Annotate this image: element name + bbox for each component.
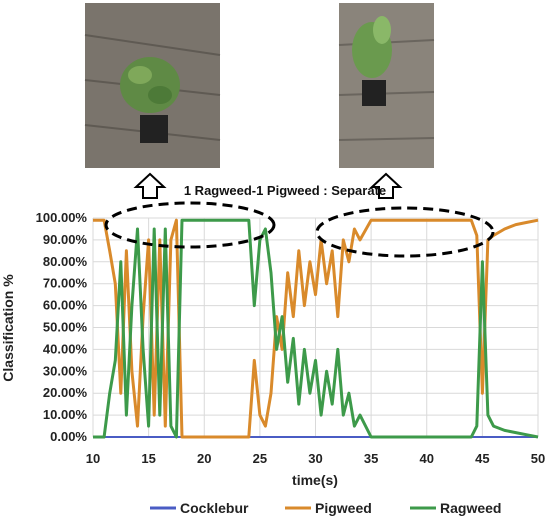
x-tick-label: 35 <box>364 451 378 466</box>
x-tick-label: 15 <box>141 451 155 466</box>
y-tick-label: 10.00% <box>43 407 88 422</box>
y-tick-label: 40.00% <box>43 341 88 356</box>
y-tick-label: 70.00% <box>43 276 88 291</box>
x-tick-label: 40 <box>420 451 434 466</box>
x-tick-labels: 10 15 20 25 30 35 40 45 50 <box>86 451 545 466</box>
y-tick-label: 30.00% <box>43 363 88 378</box>
y-tick-label: 90.00% <box>43 232 88 247</box>
y-axis-label: Classification % <box>0 274 16 382</box>
x-tick-label: 20 <box>197 451 211 466</box>
x-tick-label: 50 <box>531 451 545 466</box>
legend-label: Ragweed <box>440 500 501 516</box>
series-line-ragweed <box>93 218 539 439</box>
y-tick-label: 50.00% <box>43 320 88 335</box>
highlight-ellipse-left <box>104 201 276 249</box>
x-tick-label: 45 <box>475 451 489 466</box>
x-tick-label: 30 <box>308 451 322 466</box>
annotation-text: 1 Ragweed-1 Pigweed : Separate <box>184 183 386 198</box>
photo-right <box>338 3 435 168</box>
arrow-up-icon-left <box>133 172 167 199</box>
arrow-up-icon-right <box>369 172 403 199</box>
highlight-ellipse-right <box>315 206 495 258</box>
series-line-pigweed <box>93 218 539 439</box>
legend-label: Pigweed <box>315 500 372 516</box>
x-axis-label: time(s) <box>292 472 338 488</box>
x-tick-label: 10 <box>86 451 100 466</box>
y-tick-label: 60.00% <box>43 298 88 313</box>
y-tick-labels: 0.00% 10.00% 20.00% 30.00% 40.00% 50.00% 60.00… <box>36 210 88 444</box>
y-tick-label: 0.00% <box>50 429 87 444</box>
photo-left <box>84 3 221 168</box>
legend-label: Cocklebur <box>180 500 249 516</box>
legend: Cocklebur Pigweed Ragweed <box>150 500 501 516</box>
y-tick-label: 80.00% <box>43 254 88 269</box>
series-lines <box>93 218 539 439</box>
x-tick-label: 25 <box>253 451 267 466</box>
y-tick-label: 100.00% <box>36 210 88 225</box>
y-tick-label: 20.00% <box>43 385 88 400</box>
